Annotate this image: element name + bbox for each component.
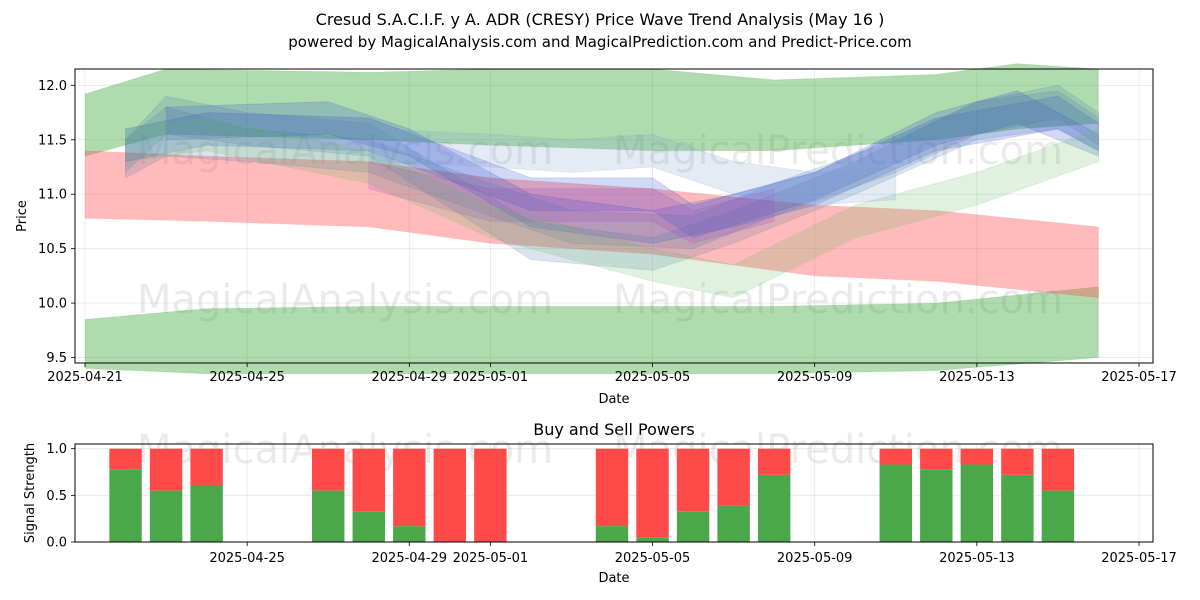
price-y-label: Price: [15, 200, 30, 232]
buy-bar: [149, 490, 183, 542]
buy-bar: [676, 511, 710, 542]
sell-bar: [1041, 448, 1075, 491]
chart-subtitle: powered by MagicalAnalysis.com and Magic…: [288, 33, 912, 51]
price-y-tick-label: 9.5: [46, 351, 67, 366]
sell-bar: [312, 448, 345, 491]
chart-title: Cresud S.A.C.I.F. y A. ADR (CRESY) Price…: [316, 10, 885, 29]
signal-y-label: Signal Strength: [23, 443, 38, 543]
buy-bar: [636, 537, 669, 542]
price-band-steel-wave-2: [125, 90, 1099, 271]
price-x-ticks: 2025-04-21 2025-04-25 2025-04-29 2025-05-01…: [47, 363, 1177, 385]
price-band-blue-wave-1: [125, 90, 1099, 239]
price-x-tick-label: 2025-05-17: [1101, 370, 1177, 385]
buy-bar: [920, 469, 953, 542]
signal-plot-panel: Buy and Sell Powers MagicalAnalysis.com …: [23, 420, 1177, 586]
price-band-light-green-wave: [125, 117, 1099, 299]
price-x-tick-label: 2025-04-29: [372, 370, 448, 385]
price-x-tick-label: 2025-05-13: [939, 370, 1015, 385]
price-y-ticks: 9.5 10.0 10.5 11.0 11.5 12.0: [38, 79, 75, 366]
signal-bars: [109, 448, 1075, 542]
price-band-steel-wave-1: [125, 84, 1099, 250]
sell-bar: [1001, 448, 1034, 475]
signal-title: Buy and Sell Powers: [533, 420, 695, 439]
sell-bar: [595, 448, 629, 527]
watermark-mid-right: MagicalPrediction.com: [613, 277, 1063, 323]
signal-x-ticks: 2025-04-25 2025-04-29 2025-05-01 2025-05-05…: [209, 542, 1177, 566]
price-band-red-band: [84, 150, 1099, 299]
signal-y-tick-label: 0.0: [46, 536, 67, 551]
price-band-lower-green-band: [84, 286, 1099, 375]
price-x-tick-label: 2025-05-09: [777, 370, 853, 385]
signal-x-tick-label: 2025-04-29: [372, 551, 448, 566]
signal-x-tick-label: 2025-05-13: [939, 551, 1015, 566]
price-x-label: Date: [598, 392, 629, 407]
signal-y-tick-label: 0.5: [46, 489, 67, 504]
price-plot-frame: [74, 68, 1154, 364]
price-y-tick-label: 11.5: [38, 133, 67, 148]
buy-bar: [757, 474, 791, 542]
price-y-tick-label: 10.0: [38, 297, 67, 312]
sell-bar: [433, 448, 467, 542]
buy-bar: [879, 464, 912, 542]
buy-bar: [717, 505, 750, 542]
sell-bar: [920, 448, 953, 470]
price-bands: [84, 63, 1099, 375]
price-band-purple-wave: [368, 160, 775, 244]
price-grid: [75, 69, 1153, 363]
sell-bar: [757, 448, 791, 475]
price-band-light-blue-wave: [368, 128, 897, 206]
watermark-top-left: MagicalAnalysis.com: [137, 128, 553, 174]
buy-bar: [1041, 490, 1075, 542]
signal-x-tick-label: 2025-05-09: [777, 551, 853, 566]
price-plot-panel: MagicalAnalysis.com MagicalPrediction.co…: [15, 63, 1177, 407]
buy-bar: [1001, 474, 1034, 542]
signal-x-tick-label: 2025-04-25: [209, 551, 285, 566]
signal-y-tick-label: 1.0: [46, 442, 67, 457]
price-band-blue-wave-2: [165, 95, 1099, 244]
price-x-tick-label: 2025-05-05: [615, 370, 691, 385]
sell-bar: [393, 448, 426, 527]
sell-bar: [960, 448, 994, 465]
signal-y-ticks: 0.0 0.5 1.0: [46, 442, 75, 551]
buy-bar: [393, 526, 426, 542]
watermark-top-right: MagicalPrediction.com: [613, 128, 1063, 174]
watermark-mid-left: MagicalAnalysis.com: [137, 277, 553, 323]
buy-bar: [190, 486, 223, 542]
price-y-tick-label: 11.0: [38, 188, 67, 203]
sell-bar: [149, 448, 183, 491]
price-y-tick-label: 12.0: [38, 79, 67, 94]
sell-bar: [352, 448, 385, 512]
signal-x-label: Date: [598, 571, 629, 586]
buy-bar: [312, 490, 345, 542]
price-watermarks: MagicalAnalysis.com MagicalPrediction.co…: [137, 128, 1063, 323]
buy-bar: [595, 526, 629, 542]
price-y-tick-label: 10.5: [38, 242, 67, 257]
sell-bar: [676, 448, 710, 512]
price-x-tick-label: 2025-05-01: [453, 370, 529, 385]
sell-bar: [190, 448, 223, 486]
buy-bar: [352, 511, 385, 542]
sell-bar: [879, 448, 912, 465]
buy-bar: [109, 469, 142, 542]
sell-bar: [109, 448, 142, 470]
signal-x-tick-label: 2025-05-01: [453, 551, 529, 566]
sell-bar: [474, 448, 507, 542]
price-x-tick-label: 2025-04-21: [47, 370, 123, 385]
buy-bar: [960, 464, 994, 542]
price-x-tick-label: 2025-04-25: [209, 370, 285, 385]
signal-plot-frame: [74, 443, 1154, 543]
sell-bar: [717, 448, 750, 506]
sell-bar: [636, 448, 669, 538]
signal-x-tick-label: 2025-05-05: [615, 551, 691, 566]
signal-x-tick-label: 2025-05-17: [1101, 551, 1177, 566]
